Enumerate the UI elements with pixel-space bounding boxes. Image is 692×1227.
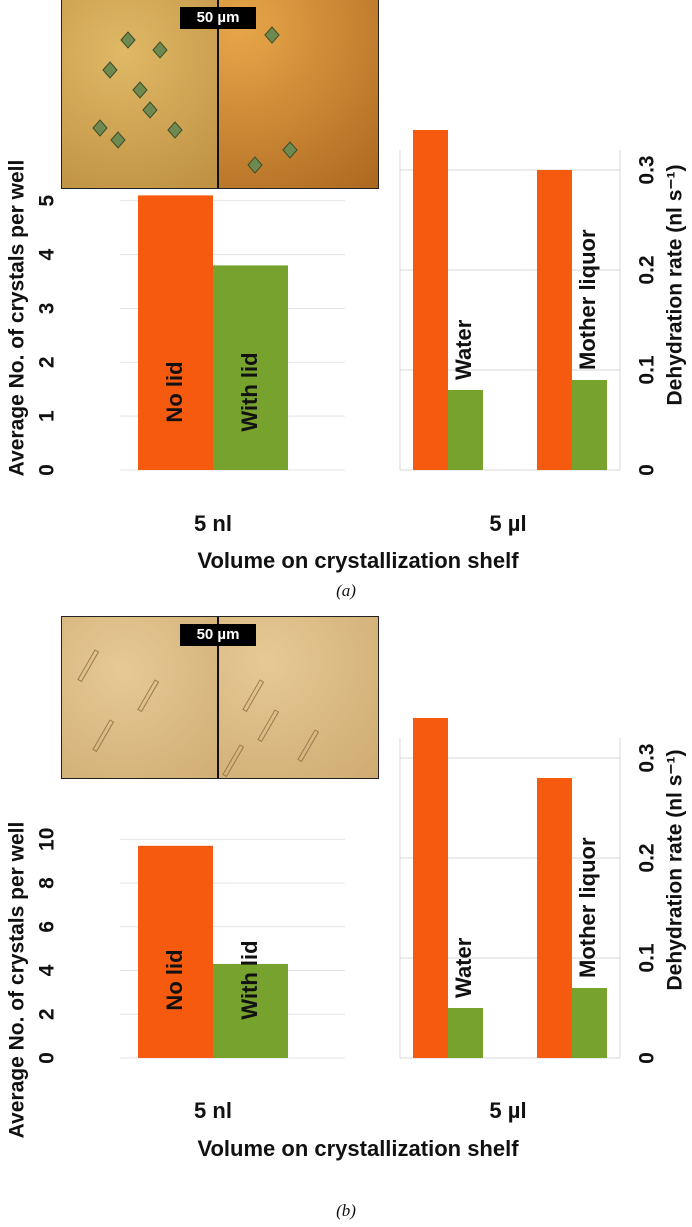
crystal [257,709,280,743]
y2-axis-title: Dehydration rate (nl s⁻¹) [664,750,687,991]
y2-tick-label: 0.3 [636,155,659,184]
scale-bar-box [180,624,256,646]
bar [572,380,607,470]
y2-tick-label: 0.2 [636,843,659,872]
scale-bar-label: 50 µm [197,9,240,26]
crystal [120,31,136,49]
bar [213,265,288,470]
crystal [137,679,160,713]
drop [218,617,378,778]
crystal [297,729,320,763]
bar-label: With lid [237,352,262,431]
bar [413,130,448,470]
crystal [242,679,265,713]
bar [138,845,213,1058]
y-tick-label: 0 [36,1052,59,1064]
bar-label: No lid [162,949,187,1010]
x-axis-title: Volume on crystallization shelf [197,548,519,573]
group-label: Mother liquor [575,837,600,978]
y-tick-label: 5 [36,195,59,207]
crystal [102,61,118,79]
y2-tick-label: 0 [636,1052,659,1064]
y2-tick-label: 0.1 [636,355,659,385]
drop [218,0,378,188]
group-label: 5 nl [194,1098,232,1123]
group-label: Water [451,937,476,998]
bar [213,963,288,1058]
scale-bar-box [180,7,256,29]
group-label: Water [451,319,476,380]
caption: (a) [336,581,356,600]
y-tick-label: 8 [36,877,59,889]
bar [138,195,213,470]
y2-axis-title: Dehydration rate (nl s⁻¹) [664,165,687,406]
photo: 50 µm [61,0,379,189]
bar [413,718,448,1058]
bar-label: With lid [237,940,262,1019]
scale-bar-label: 50 µm [197,626,240,643]
x-axis-title: Volume on crystallization shelf [197,1136,519,1161]
crystal [264,26,280,44]
group-label: Mother liquor [575,229,600,370]
bar [537,778,572,1058]
y-axis-title: Average No. of crystals per well [6,160,29,477]
y-tick-label: 4 [36,964,59,976]
y2-tick-label: 0.3 [636,743,659,772]
y-tick-label: 4 [36,248,59,260]
y-tick-label: 2 [36,1008,59,1020]
y2-tick-label: 0 [636,464,659,476]
y-tick-label: 10 [36,828,59,851]
crystal [247,156,263,174]
drop [62,617,218,778]
bar [537,170,572,470]
crystal [92,119,108,137]
crystal [167,121,183,139]
photo: 50 µm [61,616,379,779]
y-tick-label: 0 [36,464,59,476]
group-label: 5 µl [489,511,526,536]
caption: (b) [336,1201,356,1220]
bar [448,390,483,470]
crystal [152,41,168,59]
crystal [132,81,148,99]
group-label: 5 nl [194,511,232,536]
crystal [142,101,158,119]
crystal [110,131,126,149]
bar-label: No lid [162,361,187,422]
y2-tick-label: 0.2 [636,255,659,284]
crystal [282,141,298,159]
group-label: 5 µl [489,1098,526,1123]
y-tick-label: 3 [36,303,59,315]
y-axis-title: Average No. of crystals per well [6,822,29,1139]
y2-tick-label: 0.1 [636,943,659,973]
bar [448,1008,483,1058]
y-tick-label: 2 [36,356,59,368]
crystal [92,719,115,753]
crystal [77,649,100,683]
y-tick-label: 1 [36,410,59,422]
crystal [222,744,245,778]
y-tick-label: 6 [36,921,59,933]
bar [572,988,607,1058]
